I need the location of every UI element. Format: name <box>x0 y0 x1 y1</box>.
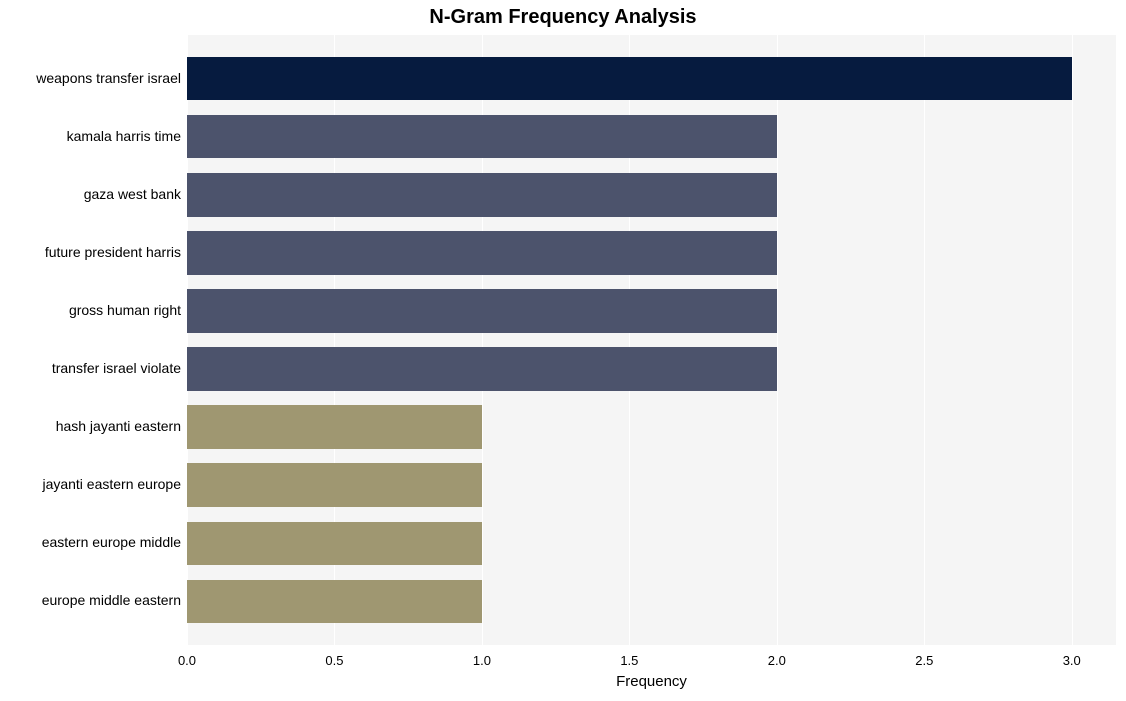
bar <box>187 231 777 275</box>
x-tick-label: 3.0 <box>1052 653 1092 668</box>
y-tick-label: kamala harris time <box>0 128 181 144</box>
grid-line-vertical <box>924 35 925 645</box>
y-tick-label: jayanti eastern europe <box>0 476 181 492</box>
grid-line-vertical <box>1072 35 1073 645</box>
y-tick-label: hash jayanti eastern <box>0 418 181 434</box>
y-tick-label: transfer israel violate <box>0 360 181 376</box>
y-tick-label: weapons transfer israel <box>0 70 181 86</box>
bar <box>187 173 777 217</box>
bar <box>187 289 777 333</box>
y-tick-label: gaza west bank <box>0 186 181 202</box>
bar <box>187 115 777 159</box>
x-tick-label: 0.0 <box>167 653 207 668</box>
x-tick-label: 2.5 <box>904 653 944 668</box>
x-tick-label: 1.0 <box>462 653 502 668</box>
bar <box>187 57 1072 101</box>
y-tick-label: future president harris <box>0 244 181 260</box>
x-tick-label: 1.5 <box>609 653 649 668</box>
bar <box>187 522 482 566</box>
y-tick-label: eastern europe middle <box>0 534 181 550</box>
chart-container: N-Gram Frequency Analysis weapons transf… <box>0 0 1126 701</box>
grid-line-vertical <box>777 35 778 645</box>
bar <box>187 347 777 391</box>
y-tick-label: gross human right <box>0 302 181 318</box>
x-tick-label: 2.0 <box>757 653 797 668</box>
chart-title: N-Gram Frequency Analysis <box>0 6 1126 29</box>
bar <box>187 463 482 507</box>
bar <box>187 580 482 624</box>
bar <box>187 405 482 449</box>
plot-area <box>187 35 1116 645</box>
y-tick-label: europe middle eastern <box>0 592 181 608</box>
x-axis-label: Frequency <box>187 673 1116 690</box>
x-tick-label: 0.5 <box>314 653 354 668</box>
